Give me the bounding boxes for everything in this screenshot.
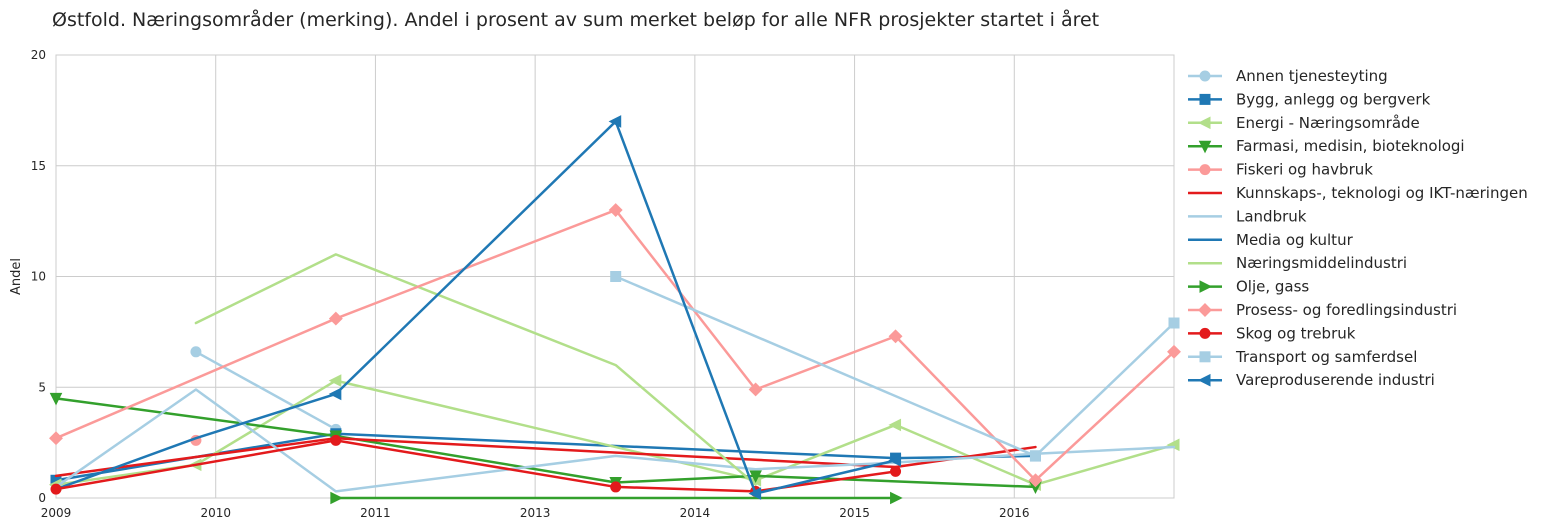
data-point [328,374,342,387]
legend-item: Transport og samferdsel [1188,348,1417,366]
x-tick-label: 2016 [999,506,1030,520]
data-point [608,115,622,128]
x-tick-label: 2013 [520,506,551,520]
series-line [194,350,338,431]
y-tick-label: 5 [38,380,46,394]
legend-item: Næringsmiddelindustri [1188,254,1407,272]
series-line [194,253,757,486]
y-tick-label: 20 [31,48,46,62]
data-point [50,483,62,495]
y-axis-label: Andel [9,258,24,295]
x-tick-label: 2010 [200,506,231,520]
x-tick-label: 2011 [360,506,391,520]
y-tick-label: 10 [31,270,46,284]
legend-label: Landbruk [1236,207,1307,225]
series-13 [610,271,1180,462]
legend-item: Landbruk [1188,207,1307,225]
legend-item: Fiskeri og havbruk [1188,161,1373,179]
legend-item: Kunnskaps-, teknologi og IKT-næringen [1188,184,1528,202]
x-tick-label: 2014 [680,506,711,520]
x-tick-label: 2015 [839,506,870,520]
data-point [749,470,762,483]
legend-item: Farmasi, medisin, bioteknologi [1188,137,1465,155]
legend-label: Skog og trebruk [1236,324,1356,342]
series-10 [330,491,903,505]
legend-label: Transport og samferdsel [1235,348,1417,366]
data-point [608,203,623,218]
series-line [54,392,338,491]
series-14 [328,115,902,500]
data-point [888,418,902,432]
data-point [328,387,342,401]
legend-marker [1199,351,1211,363]
data-point [888,454,902,467]
legend-item: Bygg, anlegg og bergverk [1188,90,1431,108]
data-point [49,431,63,446]
legend-label: Energi - Næringsområde [1236,114,1420,132]
legend-item: Media og kultur [1188,231,1354,249]
legend-marker [1198,140,1212,154]
data-point [49,392,63,406]
legend-marker [1197,116,1211,130]
data-point [1028,473,1043,488]
data-point [328,311,343,326]
series-line [334,120,897,495]
series-9 [194,253,757,486]
data-point [190,346,202,358]
x-tick-label: 2009 [41,506,72,520]
legend-marker [1199,164,1211,176]
legend: Annen tjenesteyting Bygg, anlegg og bergv… [1188,67,1528,389]
y-tick-label: 15 [31,159,46,173]
legend-label: Vareproduserende industri [1236,371,1435,389]
legend-marker [1199,93,1211,105]
tick-labels: 2009 2010 2011 2013 2014 2015 2016 0 5 10 15 20 [31,48,1030,520]
legend-marker [1199,280,1213,293]
y-tick-label: 0 [38,491,46,505]
series-lines [48,115,1181,505]
series-11 [49,203,1181,488]
legend-marker [1199,70,1211,82]
legend-label: Kunnskaps-, teknologi og IKT-næringen [1236,184,1528,202]
legend-label: Næringsmiddelindustri [1236,254,1407,272]
legend-label: Fiskeri og havbruk [1236,161,1373,179]
legend-marker [1199,327,1211,339]
data-point [748,382,763,397]
legend-marker [1197,373,1211,387]
data-point [890,491,903,505]
data-point [1168,317,1180,329]
data-point [1029,450,1041,462]
data-point [1167,344,1181,359]
data-point [330,434,342,446]
legend-label: Farmasi, medisin, bioteknologi [1236,137,1465,155]
legend-item: Prosess- og foredlingsindustri [1188,301,1457,319]
legend-label: Olje, gass [1236,278,1309,296]
series-8 [54,392,338,491]
legend-label: Bygg, anlegg og bergverk [1236,90,1431,108]
data-point [610,271,622,282]
legend-marker [1198,303,1212,317]
data-point [748,487,762,500]
legend-item: Skog og trebruk [1188,324,1356,342]
legend-label: Prosess- og foredlingsindustri [1236,301,1457,319]
legend-item: Energi - Næringsområde [1188,114,1420,132]
data-point [888,329,903,344]
legend-label: Annen tjenesteyting [1236,67,1388,85]
data-point [330,491,343,505]
legend-item: Annen tjenesteyting [1188,67,1388,85]
data-point [610,481,622,493]
legend-label: Media og kultur [1236,231,1354,249]
data-point [890,465,902,477]
legend-item: Olje, gass [1188,278,1309,296]
chart-title: Østfold. Næringsområder (merking). Andel… [52,8,1099,31]
legend-item: Vareproduserende industri [1188,371,1435,389]
